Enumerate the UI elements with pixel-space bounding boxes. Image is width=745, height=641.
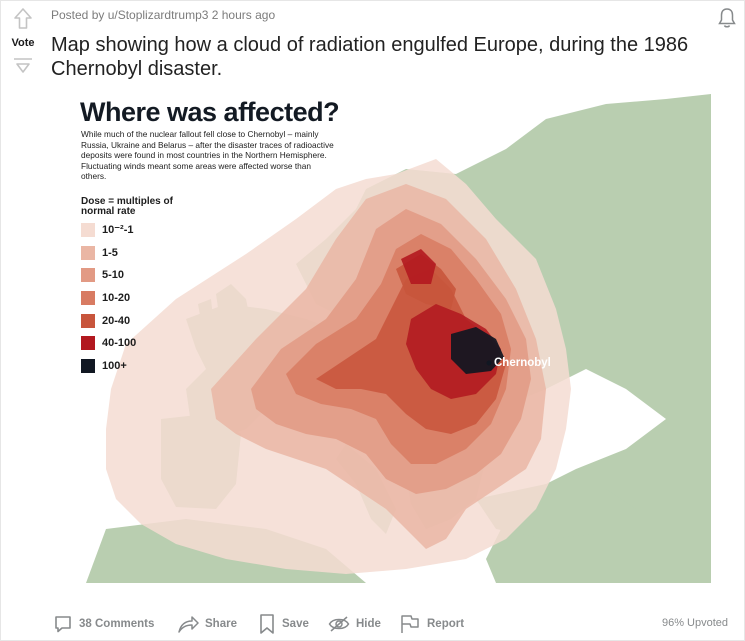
hide-label: Hide [356, 618, 381, 630]
hide-eye-icon [328, 616, 350, 632]
chernobyl-marker [486, 360, 492, 366]
share-icon [178, 616, 199, 633]
report-flag-icon [401, 615, 419, 633]
post-image-map[interactable]: Where was affected? While much of the nu… [66, 89, 711, 583]
comments-button[interactable]: 38 Comments [53, 611, 154, 637]
legend-swatch [81, 313, 95, 328]
legend-label: 100+ [102, 360, 127, 373]
vote-label: Vote [11, 37, 35, 49]
share-button[interactable]: Share [177, 611, 237, 637]
map-description: While much of the nuclear fallout fell c… [81, 129, 334, 182]
share-label: Share [205, 618, 237, 630]
map-title: Where was affected? [80, 97, 340, 127]
comment-icon [55, 616, 71, 633]
legend-label: 1-5 [102, 246, 118, 259]
legend-swatch [81, 336, 95, 351]
bookmark-icon [260, 614, 274, 634]
legend-label: 10⁻²-1 [102, 224, 134, 236]
legend-swatch [81, 245, 95, 260]
report-label: Report [427, 618, 465, 630]
save-label: Save [282, 618, 309, 630]
hide-button[interactable]: Hide [328, 611, 381, 637]
europe-map [66, 89, 711, 583]
radiation-contours [106, 159, 571, 574]
post-meta[interactable]: Posted by u/Stoplizardtrump3 2 hours ago [51, 8, 276, 22]
legend-label: 10-20 [102, 292, 131, 305]
post-actions: 38 Comments Share Save Hide Report 96% U… [53, 611, 743, 637]
legend-swatch [81, 359, 95, 374]
save-button[interactable]: Save [258, 611, 309, 637]
legend-label: 40-100 [102, 337, 137, 350]
vote-column: Vote [1, 1, 45, 101]
upvote-icon[interactable] [12, 7, 34, 31]
chernobyl-label: Chernobyl [494, 357, 551, 369]
legend-title: Dose = multiples of normal rate [81, 196, 173, 217]
upvote-percentage: 96% Upvoted [661, 617, 728, 629]
post-title[interactable]: Map showing how a cloud of radiation eng… [51, 34, 689, 80]
legend-swatch [81, 223, 95, 237]
comments-label: 38 Comments [79, 618, 155, 630]
legend-swatch [81, 268, 95, 283]
legend-label: 5-10 [102, 269, 125, 282]
report-button[interactable]: Report [399, 611, 464, 637]
legend-swatch [81, 291, 95, 306]
notification-bell-icon[interactable] [717, 7, 737, 29]
legend-label: 20-40 [102, 314, 131, 327]
downvote-icon[interactable] [12, 56, 34, 74]
